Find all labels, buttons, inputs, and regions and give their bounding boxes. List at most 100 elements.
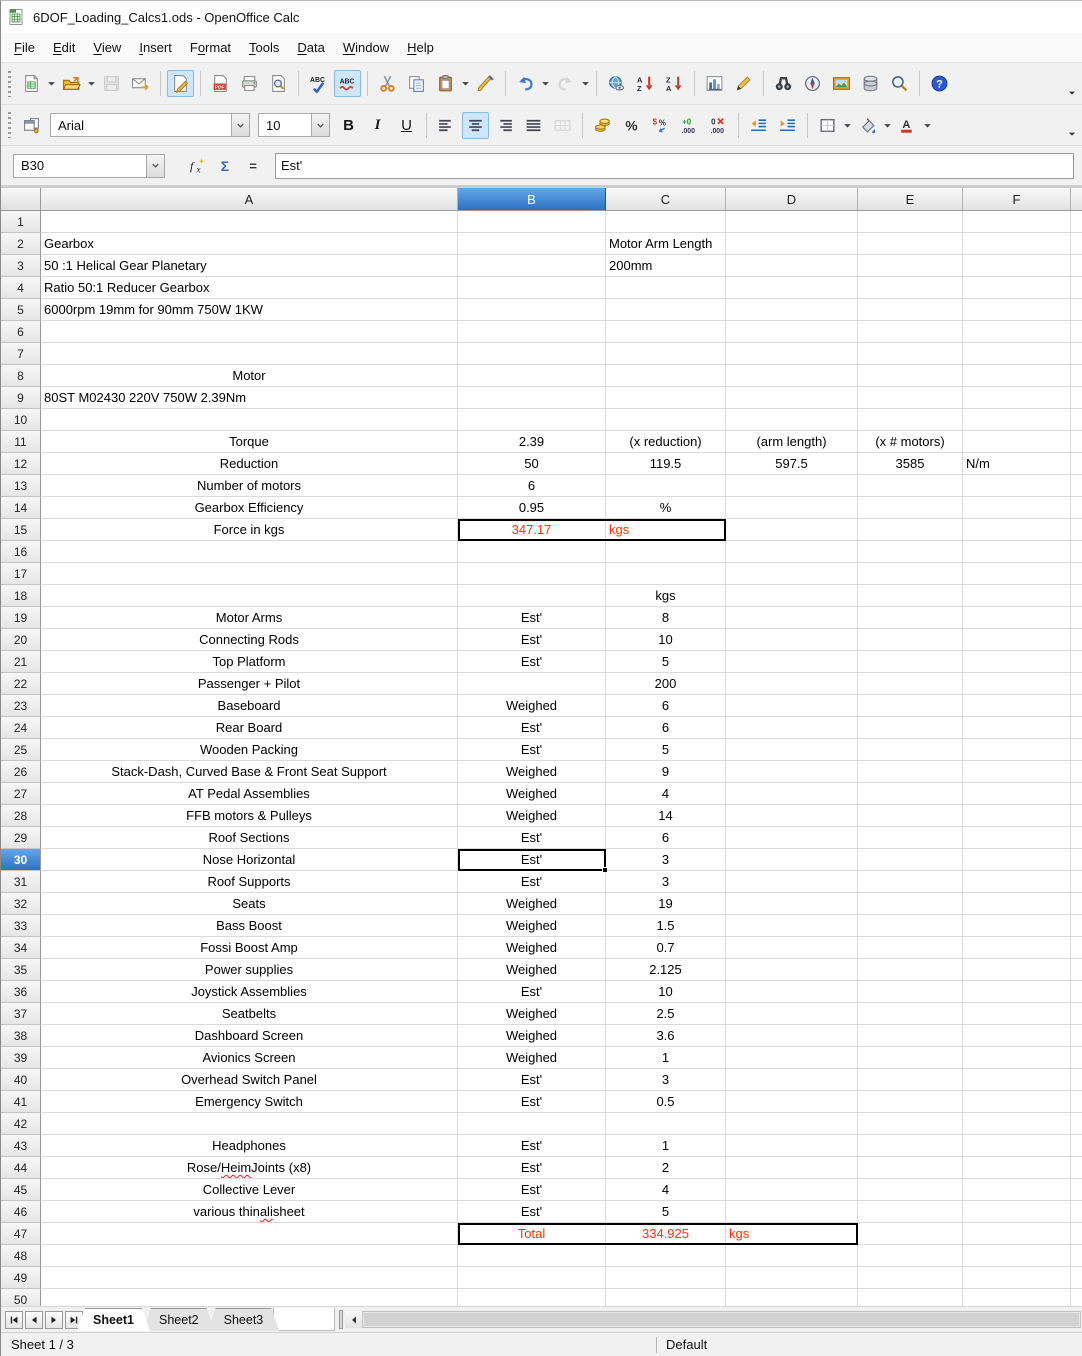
cell-C19[interactable]: 8	[606, 607, 726, 629]
cell-G42[interactable]	[1071, 1113, 1082, 1135]
cell-C18[interactable]: kgs	[606, 585, 726, 607]
cell-D10[interactable]	[726, 409, 858, 431]
cell-A8[interactable]: Motor	[41, 365, 458, 387]
cell-G30[interactable]	[1071, 849, 1082, 871]
cell-C42[interactable]	[606, 1113, 726, 1135]
chevron-down-icon[interactable]	[231, 114, 249, 136]
cell-D27[interactable]	[726, 783, 858, 805]
cell-A44[interactable]: Rose/Heim Joints (x8)	[41, 1157, 458, 1179]
format-paintbrush-icon[interactable]	[472, 70, 499, 97]
cell-G17[interactable]	[1071, 563, 1082, 585]
cell-D6[interactable]	[726, 321, 858, 343]
row-header-1[interactable]: 1	[1, 211, 41, 233]
horizontal-scrollbar[interactable]	[362, 1311, 1081, 1328]
cell-A27[interactable]: AT Pedal Assemblies	[41, 783, 458, 805]
chevron-down-icon[interactable]	[311, 114, 329, 136]
cell-G21[interactable]	[1071, 651, 1082, 673]
cell-F26[interactable]	[963, 761, 1071, 783]
menu-edit[interactable]: Edit	[52, 40, 76, 55]
page-preview-icon[interactable]	[265, 70, 292, 97]
open-icon[interactable]	[58, 70, 85, 97]
cell-C28[interactable]: 14	[606, 805, 726, 827]
row-header-23[interactable]: 23	[1, 695, 41, 717]
row-header-12[interactable]: 12	[1, 453, 41, 475]
next-sheet-button[interactable]	[45, 1310, 63, 1329]
cell-C30[interactable]: 3	[606, 849, 726, 871]
menu-view[interactable]: View	[93, 40, 122, 55]
cell-F46[interactable]	[963, 1201, 1071, 1223]
cell-D48[interactable]	[726, 1245, 858, 1267]
cell-G39[interactable]	[1071, 1047, 1082, 1069]
row-header-30[interactable]: 30	[1, 849, 41, 871]
cell-D36[interactable]	[726, 981, 858, 1003]
toolbar-grip[interactable]	[8, 112, 11, 138]
cell-A6[interactable]	[41, 321, 458, 343]
cell-E26[interactable]	[858, 761, 963, 783]
cell-C44[interactable]: 2	[606, 1157, 726, 1179]
cell-E40[interactable]	[858, 1069, 963, 1091]
cell-G33[interactable]	[1071, 915, 1082, 937]
cell-A48[interactable]	[41, 1245, 458, 1267]
cell-A36[interactable]: Joystick Assemblies	[41, 981, 458, 1003]
cell-F32[interactable]	[963, 893, 1071, 915]
cell-F4[interactable]	[963, 277, 1071, 299]
cell-A43[interactable]: Headphones	[41, 1135, 458, 1157]
cell-F49[interactable]	[963, 1267, 1071, 1289]
help-icon[interactable]: ?	[926, 70, 953, 97]
cell-A20[interactable]: Connecting Rods	[41, 629, 458, 651]
percent-icon[interactable]: %	[618, 112, 645, 139]
cell-C16[interactable]	[606, 541, 726, 563]
draw-functions-icon[interactable]	[730, 70, 757, 97]
cut-icon[interactable]	[374, 70, 401, 97]
cell-B24[interactable]: Est'	[458, 717, 606, 739]
cell-E6[interactable]	[858, 321, 963, 343]
cell-D23[interactable]	[726, 695, 858, 717]
toolbar-overflow-button[interactable]	[1065, 86, 1078, 99]
cell-F38[interactable]	[963, 1025, 1071, 1047]
gallery-icon[interactable]	[828, 70, 855, 97]
cell-E46[interactable]	[858, 1201, 963, 1223]
previous-sheet-button[interactable]	[25, 1310, 43, 1329]
cell-F33[interactable]	[963, 915, 1071, 937]
new-document-icon[interactable]	[18, 70, 45, 97]
cell-D35[interactable]	[726, 959, 858, 981]
cell-A45[interactable]: Collective Lever	[41, 1179, 458, 1201]
column-header-g[interactable]	[1071, 188, 1082, 211]
row-header-33[interactable]: 33	[1, 915, 41, 937]
hyperlink-icon[interactable]	[603, 70, 630, 97]
cell-F24[interactable]	[963, 717, 1071, 739]
cell-B25[interactable]: Est'	[458, 739, 606, 761]
cell-G46[interactable]	[1071, 1201, 1082, 1223]
cell-F43[interactable]	[963, 1135, 1071, 1157]
cell-B12[interactable]: 50	[458, 453, 606, 475]
open-dropdown-arrow[interactable]	[86, 70, 97, 97]
cell-B31[interactable]: Est'	[458, 871, 606, 893]
cell-B41[interactable]: Est'	[458, 1091, 606, 1113]
cell-A31[interactable]: Roof Supports	[41, 871, 458, 893]
cell-A46[interactable]: various thin ali sheet	[41, 1201, 458, 1223]
cell-G3[interactable]	[1071, 255, 1082, 277]
cell-G27[interactable]	[1071, 783, 1082, 805]
cell-G5[interactable]	[1071, 299, 1082, 321]
cell-F37[interactable]	[963, 1003, 1071, 1025]
cell-C1[interactable]	[606, 211, 726, 233]
cell-A21[interactable]: Top Platform	[41, 651, 458, 673]
cell-D40[interactable]	[726, 1069, 858, 1091]
toolbar-overflow-button[interactable]	[1065, 127, 1078, 140]
cell-G22[interactable]	[1071, 673, 1082, 695]
cell-F48[interactable]	[963, 1245, 1071, 1267]
cell-D30[interactable]	[726, 849, 858, 871]
cell-E10[interactable]	[858, 409, 963, 431]
row-header-15[interactable]: 15	[1, 519, 41, 541]
cell-C23[interactable]: 6	[606, 695, 726, 717]
cell-A11[interactable]: Torque	[41, 431, 458, 453]
cell-F31[interactable]	[963, 871, 1071, 893]
row-header-46[interactable]: 46	[1, 1201, 41, 1223]
cell-B36[interactable]: Est'	[458, 981, 606, 1003]
cell-C46[interactable]: 5	[606, 1201, 726, 1223]
cell-B33[interactable]: Weighed	[458, 915, 606, 937]
auto-spellcheck-icon[interactable]: ABC	[334, 70, 361, 97]
first-sheet-button[interactable]	[5, 1310, 23, 1329]
